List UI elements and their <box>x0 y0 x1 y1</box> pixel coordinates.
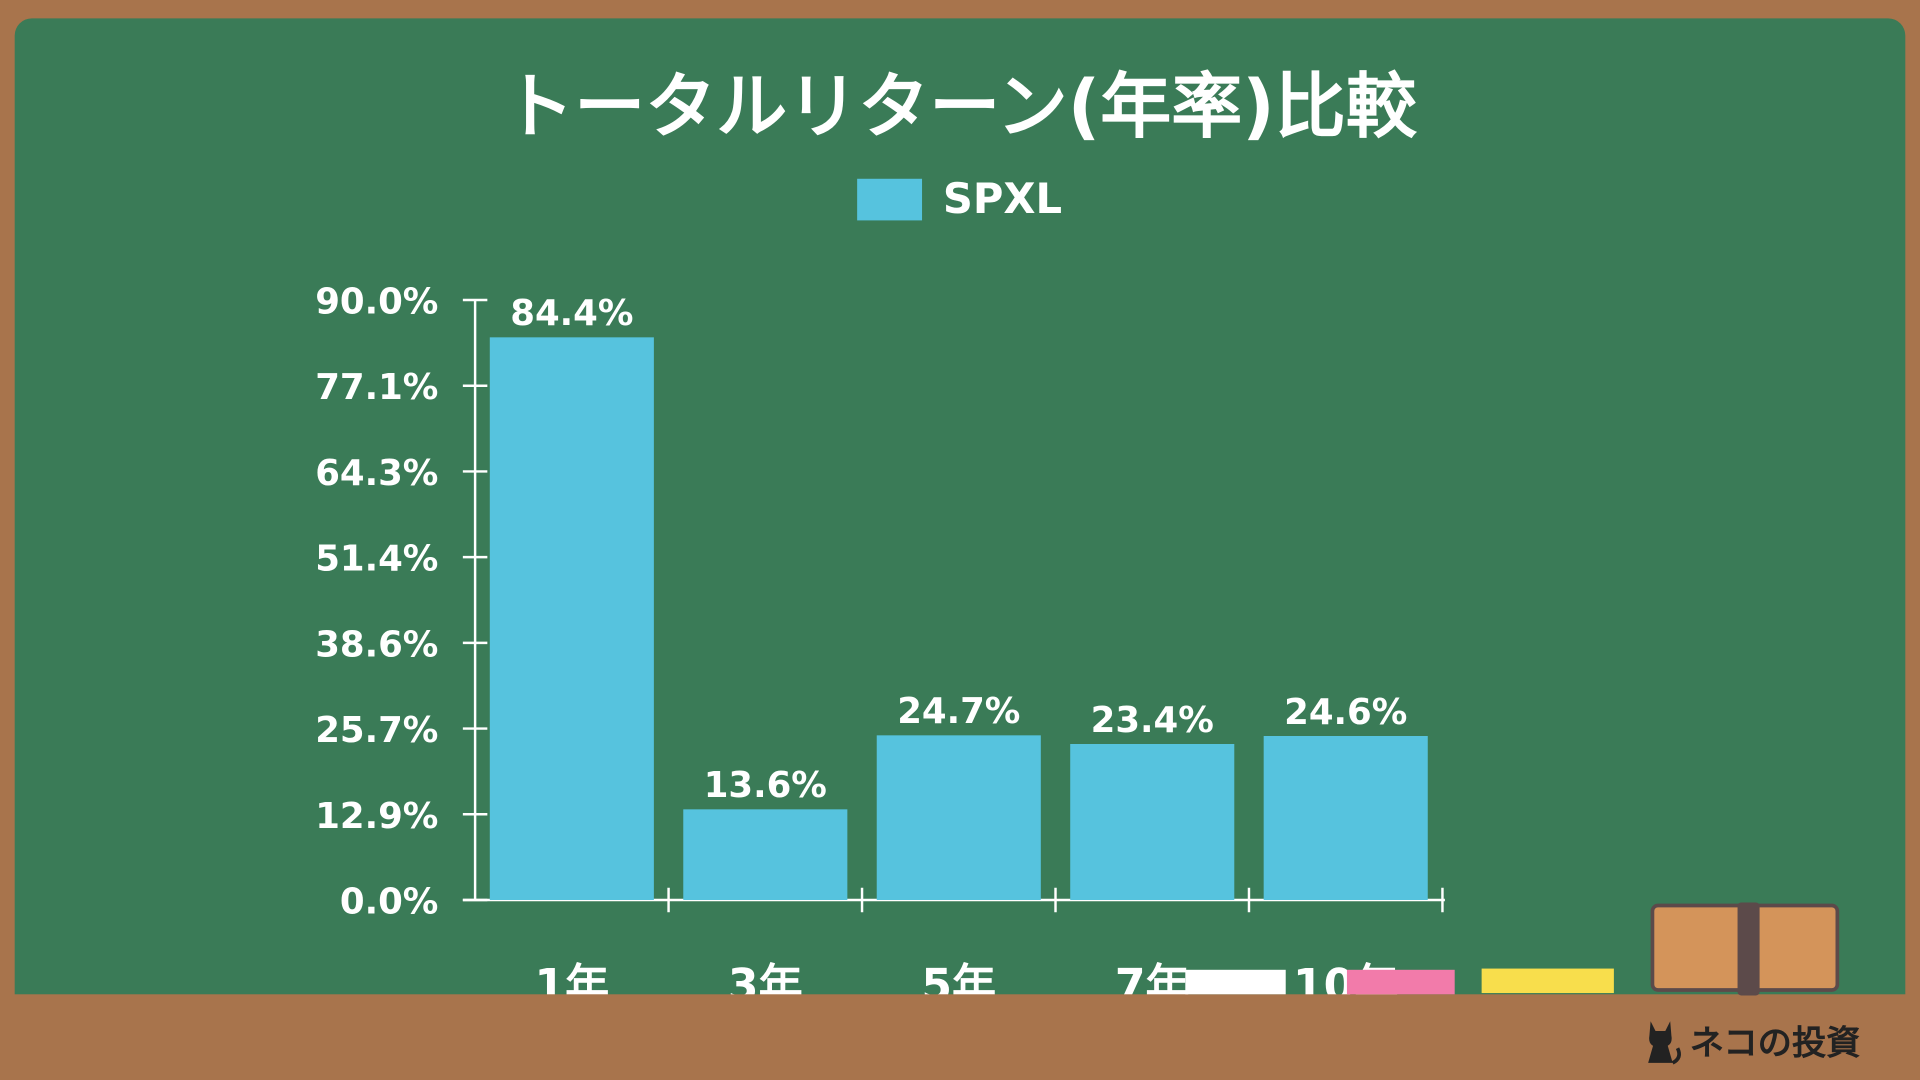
y-tick-label: 12.9% <box>315 796 438 837</box>
white-chalk <box>1185 969 1286 995</box>
logo-text: ネコの投資 <box>1689 1022 1861 1063</box>
y-tick-label: 51.4% <box>315 539 438 580</box>
bar-3年 <box>683 809 848 901</box>
pink-chalk <box>1346 969 1455 995</box>
y-tick-label: 64.3% <box>315 453 438 494</box>
y-tick-label: 90.0% <box>315 281 438 322</box>
bar-10年 <box>1263 736 1428 901</box>
eraser <box>1650 902 1840 996</box>
data-label: 24.7% <box>897 691 1020 732</box>
y-tick-label: 77.1% <box>315 367 438 408</box>
yellow-chalk <box>1481 968 1614 994</box>
bar-7年 <box>1070 744 1235 901</box>
legend: SPXL <box>857 175 1062 224</box>
data-label: 23.4% <box>1091 700 1214 741</box>
data-label: 24.6% <box>1284 692 1407 733</box>
chalk-ledge <box>0 994 1920 1080</box>
y-tick-label: 25.7% <box>315 710 438 751</box>
bar-5年 <box>876 735 1041 901</box>
y-tick-label: 38.6% <box>315 624 438 665</box>
data-label: 13.6% <box>704 765 827 806</box>
logo: ネコの投資 <box>1641 1014 1861 1068</box>
black-cat-icon <box>1648 1021 1681 1065</box>
y-tick-label: 0.0% <box>340 881 438 922</box>
legend-label-spxl: SPXL <box>942 175 1062 225</box>
chart-title: トータルリターン(年率)比較 <box>503 64 1417 149</box>
bar-1年 <box>489 337 654 901</box>
legend-swatch-spxl <box>857 178 923 221</box>
data-label: 84.4% <box>510 293 633 334</box>
